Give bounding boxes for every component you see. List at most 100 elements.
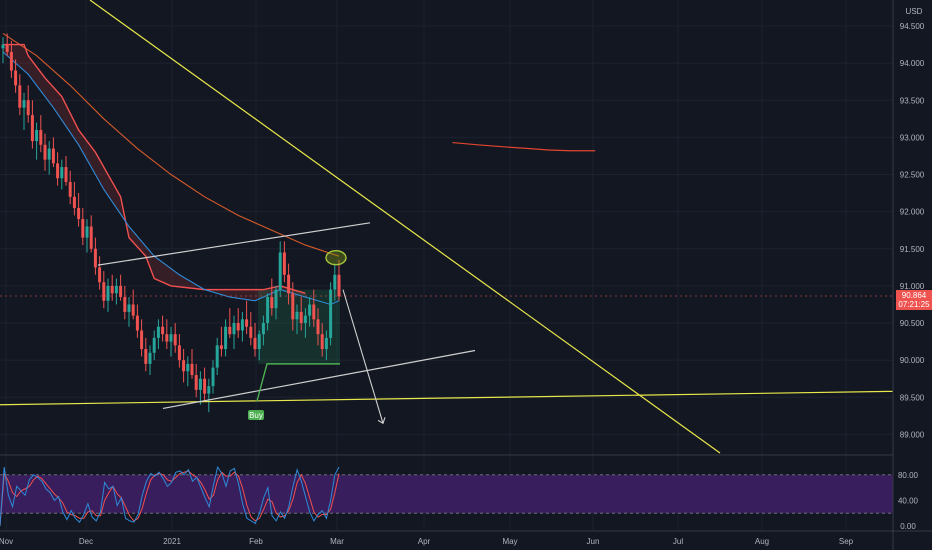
- candle-body: [39, 129, 43, 145]
- y-tick-label: 92.000: [900, 208, 925, 217]
- x-tick-label: Jul: [673, 537, 683, 546]
- candle-body: [127, 304, 131, 312]
- candle-body: [14, 70, 18, 86]
- candle-body: [72, 196, 76, 208]
- candle-body: [253, 337, 257, 350]
- candle-body: [261, 323, 265, 335]
- rsi-tick-label: 0.00: [900, 522, 916, 531]
- candle-body: [177, 345, 181, 361]
- candle-body: [102, 282, 106, 301]
- candle-body: [291, 293, 295, 320]
- candle-body: [144, 349, 148, 364]
- candle-body: [123, 297, 127, 312]
- ma-long-line: [452, 141, 596, 152]
- x-tick-label: May: [502, 537, 517, 546]
- ma-short-line: [2, 51, 340, 306]
- x-tick-label: Feb: [249, 537, 263, 546]
- candle-body: [106, 285, 110, 301]
- candle-body: [98, 267, 102, 283]
- rsi-band: [0, 474, 893, 514]
- candle-body: [333, 274, 337, 290]
- ichimoku-cloud: [3, 44, 306, 301]
- candle-body: [320, 334, 324, 350]
- candle-body: [165, 334, 169, 342]
- candle-body: [173, 334, 177, 346]
- ichimoku-line: [3, 43, 306, 295]
- candle-body: [119, 285, 123, 298]
- highlight-ellipse: [325, 249, 347, 266]
- candle-body: [26, 100, 30, 116]
- x-tick-label: Nov: [0, 537, 13, 546]
- candle-body: [18, 85, 22, 108]
- currency-label[interactable]: USD: [906, 7, 923, 16]
- projection-arrowhead: [377, 417, 386, 425]
- candle-body: [85, 226, 89, 238]
- candle-body: [182, 360, 186, 372]
- y-tick-label: 90.000: [900, 356, 925, 365]
- buy-signal-badge[interactable]: Buy: [248, 410, 264, 420]
- candle-body: [77, 207, 81, 220]
- candle-body: [228, 326, 232, 335]
- candle-body: [43, 144, 47, 160]
- candle-body: [249, 326, 253, 338]
- candle-body: [114, 285, 118, 294]
- stoch-d-line: [0, 470, 340, 527]
- y-tick-label: 93.500: [900, 96, 925, 105]
- candle-body: [232, 323, 236, 335]
- candle-body: [270, 297, 274, 309]
- candle-series: [1, 33, 341, 413]
- drawing-tools[interactable]: [0, 0, 894, 454]
- candle-body: [211, 367, 215, 387]
- candle-body: [148, 352, 152, 364]
- candle-body: [35, 129, 39, 142]
- stoch-rsi-pane: [0, 465, 893, 527]
- x-tick-label: 2021: [163, 537, 181, 546]
- candle-body: [135, 315, 139, 331]
- x-tick-label: Dec: [79, 537, 93, 546]
- candle-body: [219, 345, 223, 350]
- projection-arrow: [342, 289, 384, 424]
- candle-body: [295, 311, 299, 320]
- candle-body: [329, 289, 333, 338]
- rsi-tick-label: 40.00: [898, 496, 919, 505]
- candle-body: [156, 326, 160, 338]
- candle-body: [93, 248, 97, 268]
- candle-body: [51, 148, 55, 164]
- candle-body: [236, 323, 240, 331]
- candle-body: [207, 386, 211, 394]
- candle-body: [224, 326, 228, 350]
- candle-body: [324, 337, 328, 350]
- candle-body: [30, 115, 34, 142]
- signal-connector: [256, 363, 340, 402]
- candle-body: [110, 285, 114, 294]
- candle-body: [169, 334, 173, 342]
- candle-body: [186, 363, 190, 372]
- candle-body: [5, 44, 9, 52]
- y-tick-label: 91.000: [900, 282, 925, 291]
- candle-body: [215, 345, 219, 368]
- horizontal-support-line: [0, 390, 894, 406]
- channel-upper-line: [97, 222, 371, 266]
- candle-body: [282, 252, 286, 275]
- y-tick-label: 91.500: [900, 245, 925, 254]
- y-tick-label: 89.000: [900, 430, 925, 439]
- candle-body: [316, 319, 320, 335]
- candle-body: [194, 375, 198, 390]
- buy-signal-label: Buy: [249, 411, 263, 420]
- bar-countdown: 07:21:25: [898, 300, 930, 309]
- last-price-tag: 90.864 07:21:25: [896, 290, 932, 310]
- y-tick-label: 94.500: [900, 22, 925, 31]
- candle-body: [140, 330, 144, 350]
- y-tick-label: 94.000: [900, 59, 925, 68]
- x-tick-label: Jun: [587, 537, 600, 546]
- y-tick-label: 92.500: [900, 171, 925, 180]
- channel-lower-line: [162, 349, 476, 410]
- candle-body: [203, 378, 207, 394]
- candle-body: [152, 337, 156, 353]
- candle-body: [274, 289, 278, 309]
- candle-body: [81, 219, 85, 238]
- x-tick-label: Mar: [330, 537, 344, 546]
